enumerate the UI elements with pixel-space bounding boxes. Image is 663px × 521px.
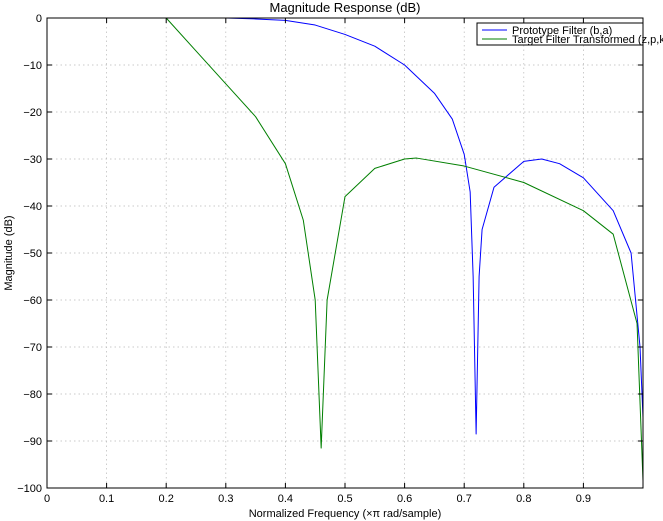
series-lines <box>47 17 644 481</box>
x-tick-label: 0.3 <box>218 493 233 505</box>
x-tick-label: 0.5 <box>337 493 352 505</box>
legend-label-2: Target Filter Transformed (z,p,k) <box>512 34 663 46</box>
x-axis-title: Normalized Frequency (×π rad/sample) <box>249 508 442 520</box>
x-tick-label: 0 <box>44 493 50 505</box>
x-tick-label: 0.6 <box>397 493 412 505</box>
chart-title: Magnitude Response (dB) <box>269 0 420 15</box>
y-tick-label: −70 <box>23 342 42 354</box>
y-tick-label: −10 <box>23 60 42 72</box>
y-tick-label: −20 <box>23 107 42 119</box>
x-tick-label: 0.9 <box>576 493 591 505</box>
y-tick-label: −100 <box>17 483 42 495</box>
series-line-2 <box>47 17 644 481</box>
y-tick-label: −80 <box>23 389 42 401</box>
series-line-1 <box>47 17 644 435</box>
y-tick-label: −30 <box>23 154 42 166</box>
x-tick-label: 0.7 <box>457 493 472 505</box>
y-tick-label: −90 <box>23 436 42 448</box>
y-tick-label: −40 <box>23 201 42 213</box>
legend-label-1: Prototype Filter (b,a) <box>512 25 612 37</box>
y-tick-label: −60 <box>23 295 42 307</box>
y-tick-label: 0 <box>36 13 42 25</box>
y-axis-title: Magnitude (dB) <box>3 215 15 290</box>
x-tick-label: 0.8 <box>516 493 531 505</box>
y-tick-label: −50 <box>23 248 42 260</box>
x-tick-label: 0.2 <box>159 493 174 505</box>
axis-ticks: 0 0.1 0.2 0.3 0.4 0.5 0.6 0.7 0.8 0.9 0 −10 −20 −30 −4… <box>17 13 643 505</box>
x-tick-label: 0.4 <box>278 493 293 505</box>
legend: Prototype Filter (b,a)Target Filter Tran… <box>476 22 663 46</box>
legend-box <box>476 22 644 46</box>
x-tick-label: 0.1 <box>99 493 114 505</box>
grid <box>47 18 643 488</box>
